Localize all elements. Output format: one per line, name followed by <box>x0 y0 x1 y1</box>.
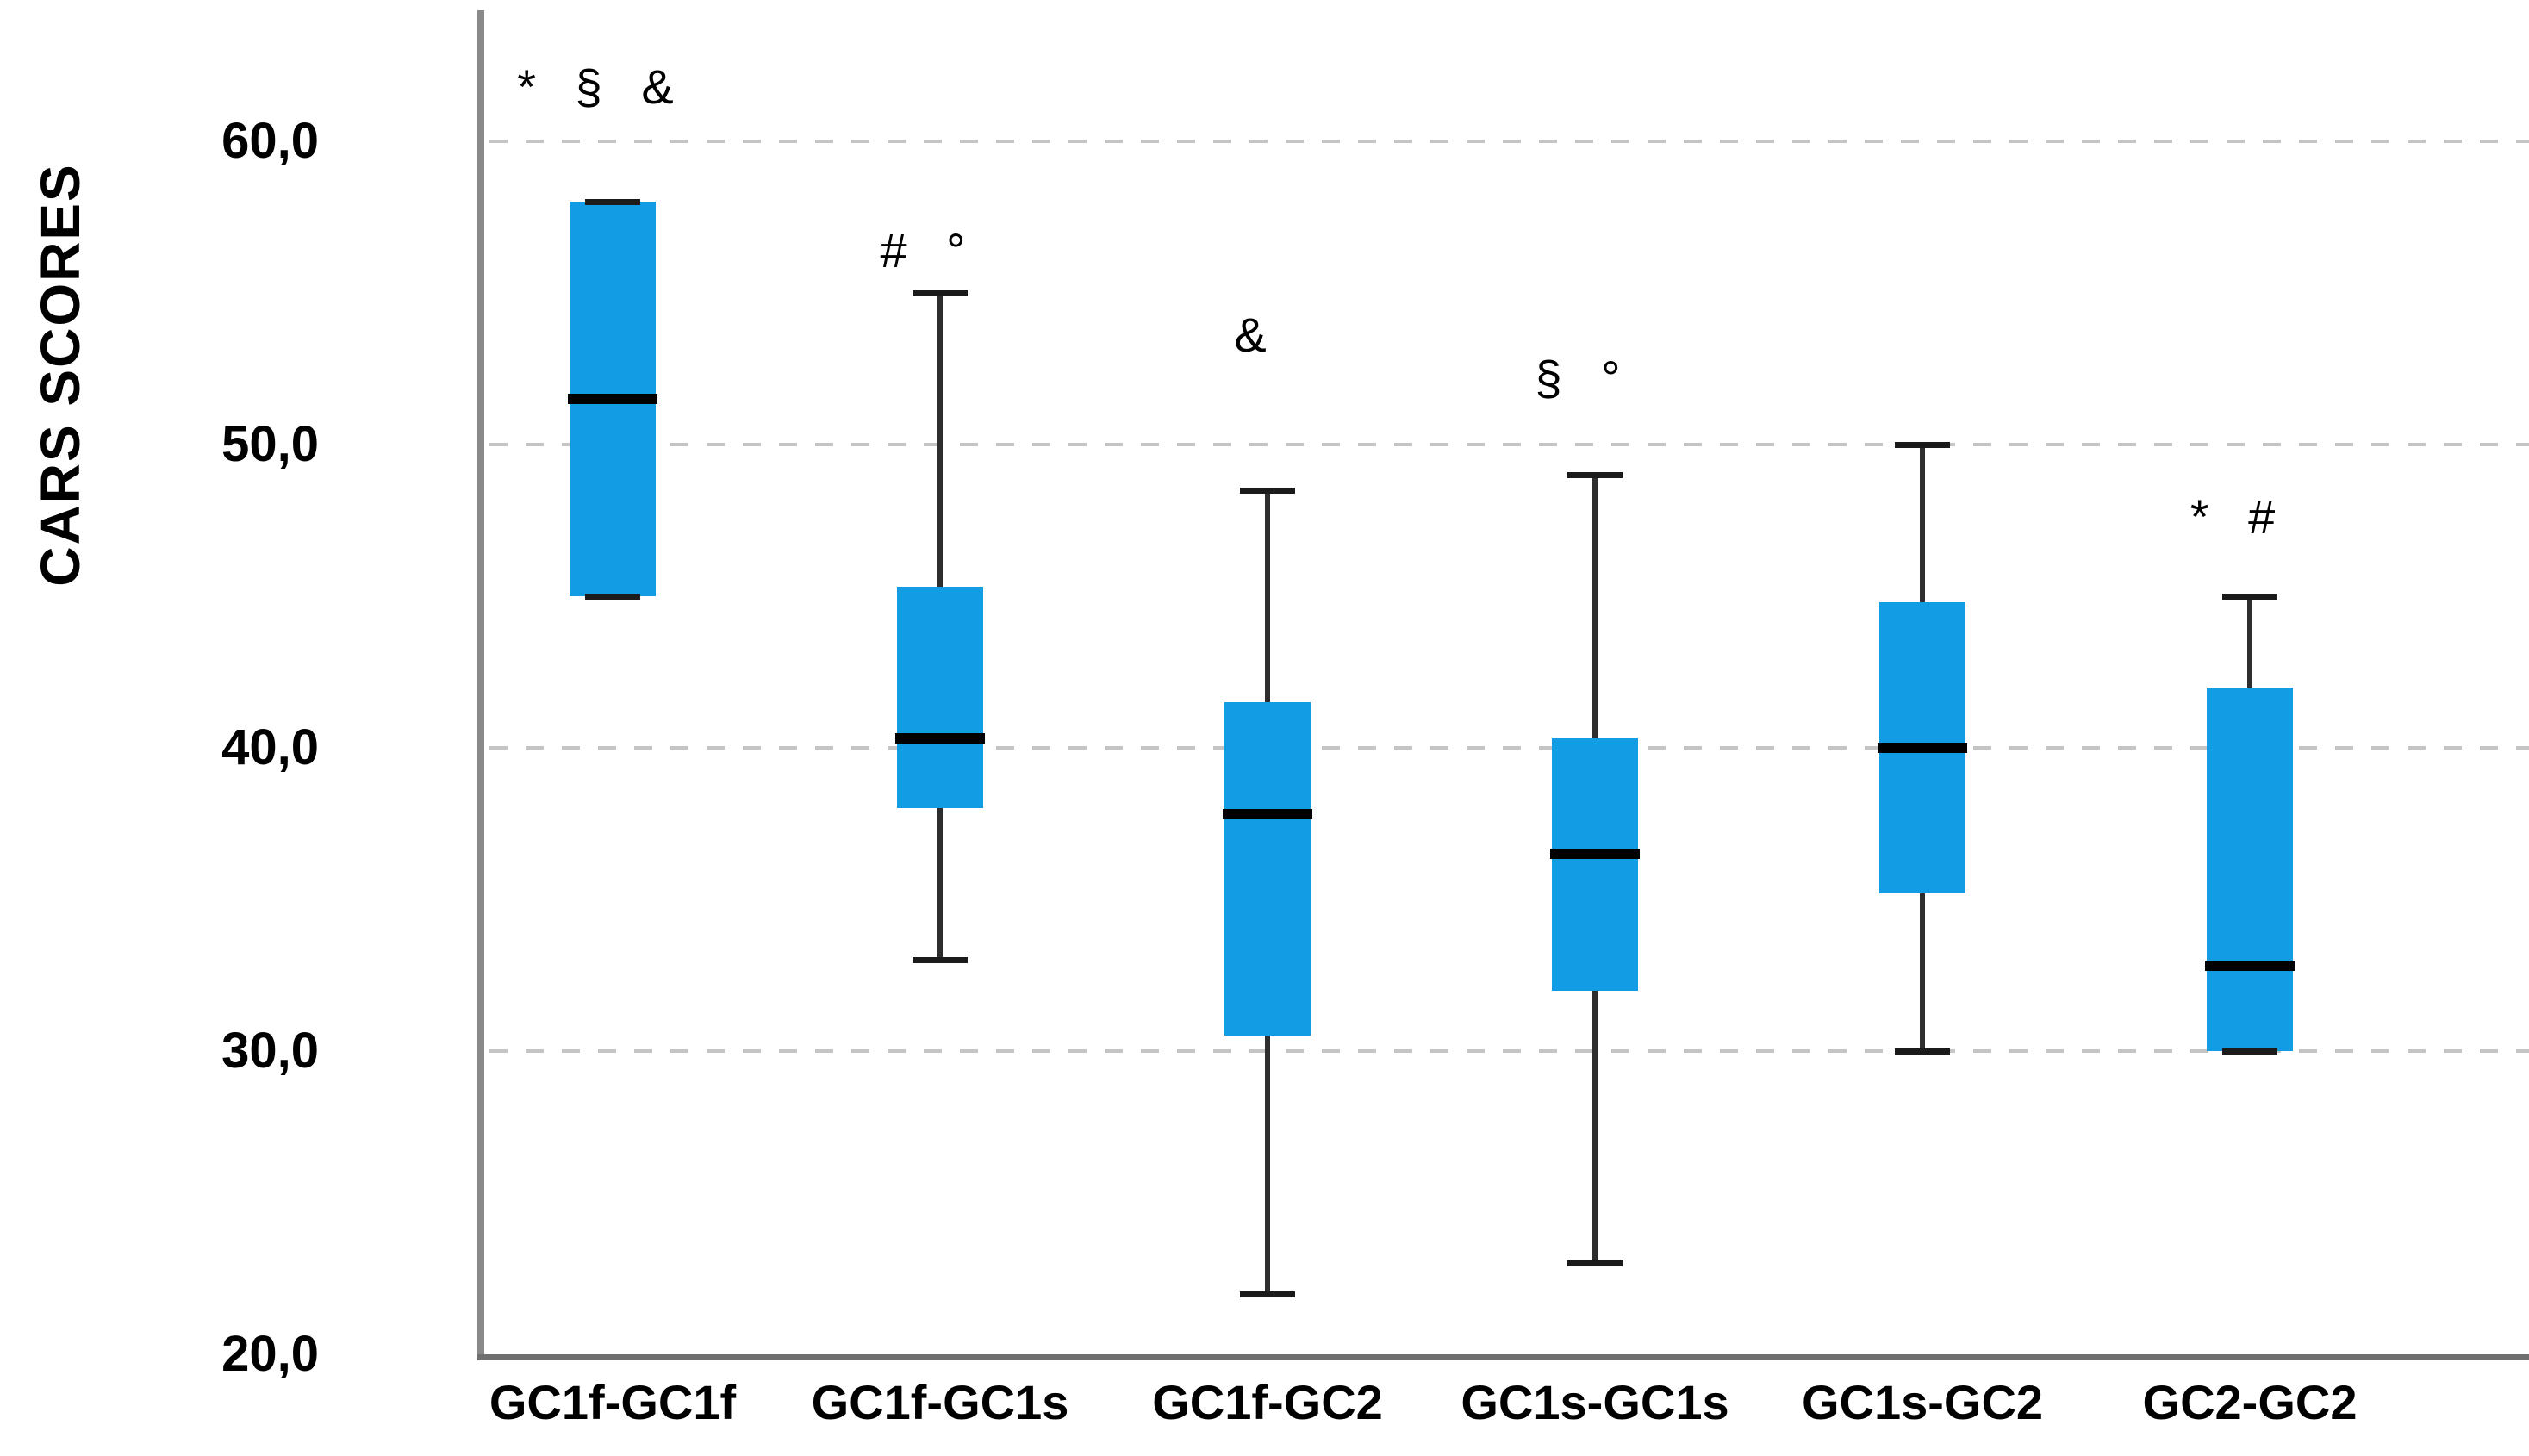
box <box>897 587 983 809</box>
min-cap <box>585 594 640 600</box>
max-cap <box>2222 594 2277 600</box>
significance-annotation: * # <box>2190 489 2276 544</box>
box <box>2207 687 2293 1051</box>
min-cap <box>1895 1048 1950 1055</box>
max-cap <box>1895 442 1950 448</box>
max-cap <box>1567 472 1623 479</box>
min-cap <box>1567 1260 1623 1267</box>
x-category-label: GC1f-GC1s <box>811 1375 1069 1429</box>
y-tick-label-50: 50,0 <box>221 416 319 472</box>
significance-annotation: & <box>1234 308 1267 363</box>
max-cap <box>913 290 968 296</box>
y-tick-label-40: 40,0 <box>221 719 319 775</box>
y-axis-line <box>477 10 484 1360</box>
x-axis-line <box>477 1354 2529 1360</box>
y-tick-label-60: 60,0 <box>221 113 319 169</box>
upper-whisker <box>2247 596 2252 688</box>
median-line <box>1878 743 1967 753</box>
median-line <box>895 733 985 744</box>
median-line <box>2205 961 2295 972</box>
min-cap <box>1240 1291 1295 1297</box>
min-cap <box>2222 1048 2277 1055</box>
box <box>1552 738 1638 991</box>
y-axis-title: CARS SCORES <box>29 163 91 587</box>
gridline-50 <box>489 443 2529 446</box>
gridline-40 <box>489 746 2529 750</box>
significance-annotation: § ° <box>1535 350 1621 405</box>
upper-whisker <box>1920 445 1925 603</box>
x-category-label: GC1s-GC1s <box>1461 1375 1729 1429</box>
significance-annotation: # ° <box>880 222 966 277</box>
significance-annotation: * § & <box>517 59 674 114</box>
y-tick-label-30: 30,0 <box>221 1023 319 1079</box>
upper-whisker <box>1592 475 1598 739</box>
box <box>1224 702 1311 1036</box>
lower-whisker <box>937 808 943 961</box>
x-category-label: GC1s-GC2 <box>1801 1375 2044 1429</box>
lower-whisker <box>1592 990 1598 1264</box>
median-line <box>1223 809 1312 820</box>
min-cap <box>913 957 968 964</box>
median-line <box>568 394 657 405</box>
x-category-label: GC2-GC2 <box>2142 1375 2358 1429</box>
lower-whisker <box>1920 893 1925 1051</box>
gridline-30 <box>489 1049 2529 1053</box>
upper-whisker <box>1265 489 1270 703</box>
x-category-label: GC1f-GC2 <box>1152 1375 1383 1429</box>
gridline-60 <box>489 140 2529 143</box>
x-category-label: GC1f-GC1f <box>489 1375 737 1429</box>
max-cap <box>1240 487 1295 494</box>
lower-whisker <box>1265 1036 1270 1294</box>
median-line <box>1550 849 1640 860</box>
max-cap <box>585 199 640 206</box>
y-tick-label-20: 20,0 <box>221 1326 319 1382</box>
upper-whisker <box>937 293 943 588</box>
